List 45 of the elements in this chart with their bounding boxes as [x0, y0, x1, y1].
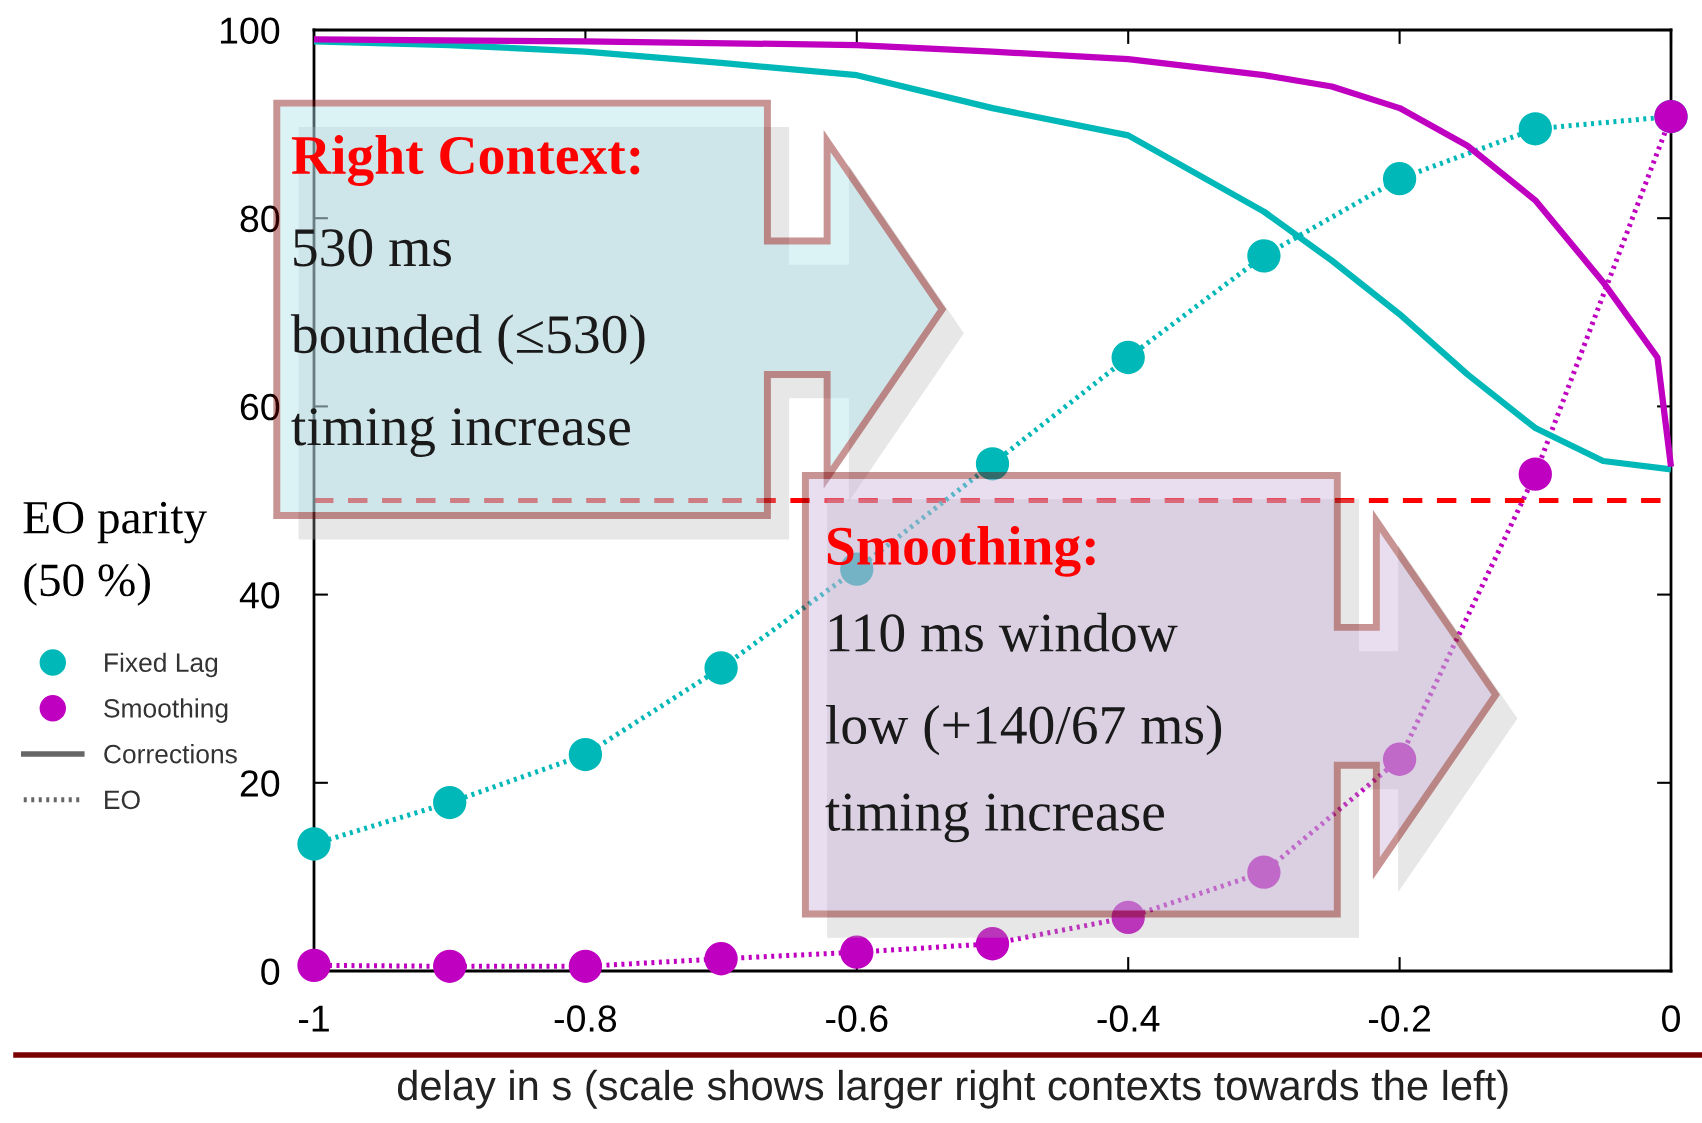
- y-tick-label: 0: [261, 958, 280, 985]
- annotation: Right Context:: [291, 135, 640, 186]
- point: [1382, 742, 1417, 776]
- point: [433, 785, 467, 820]
- point: [975, 447, 1010, 481]
- legend-label: Fixed Lag: [105, 652, 218, 678]
- point: [297, 948, 331, 983]
- point: [840, 935, 874, 969]
- annotation: 530 ms: [294, 228, 451, 267]
- y-tick-label: 60: [240, 393, 280, 421]
- point: [568, 737, 603, 772]
- x-tick-label: -1: [298, 1005, 329, 1032]
- point: [568, 949, 603, 983]
- x-tick-label: -0.2: [1368, 1005, 1431, 1032]
- annotation: low (+140/67 ms): [826, 704, 1222, 756]
- point: [1518, 112, 1552, 146]
- text: Corrections: [104, 744, 237, 764]
- point: [1382, 162, 1417, 196]
- point: [704, 651, 738, 685]
- y-tick-label: 40: [239, 582, 280, 609]
- ref-line-label: EO parity (50 %): [23, 501, 207, 606]
- point: [1247, 855, 1281, 889]
- x-tick-label: -0.4: [1097, 1005, 1160, 1032]
- annotation: timing increase: [291, 408, 630, 458]
- legend-label: Smoothing: [104, 698, 228, 723]
- x-tick-label: 0: [1662, 1005, 1680, 1032]
- point: [1111, 900, 1145, 935]
- x-axis-title: delay in s (scale shows larger right contexts towards the left): [397, 1069, 1508, 1109]
- annotation: 110 ms window: [829, 612, 1178, 652]
- point: [297, 827, 331, 861]
- annotation: Smoothing:: [827, 525, 1095, 577]
- x-tick-label: -0.8: [554, 1005, 617, 1032]
- point: [704, 942, 738, 976]
- point: [1111, 340, 1145, 375]
- point: [433, 949, 467, 983]
- y-tick-label: 100: [220, 17, 280, 44]
- point: [1518, 457, 1552, 491]
- text: EO: [105, 790, 140, 810]
- annotation: timing increase: [825, 793, 1164, 843]
- y-tick-label: 20: [240, 770, 280, 797]
- annotation: bounded (≤530): [290, 314, 645, 365]
- x-tick-label: -0.6: [826, 1005, 888, 1032]
- y-tick-label: 80: [240, 205, 280, 233]
- point: [975, 927, 1010, 961]
- point: [1247, 239, 1281, 273]
